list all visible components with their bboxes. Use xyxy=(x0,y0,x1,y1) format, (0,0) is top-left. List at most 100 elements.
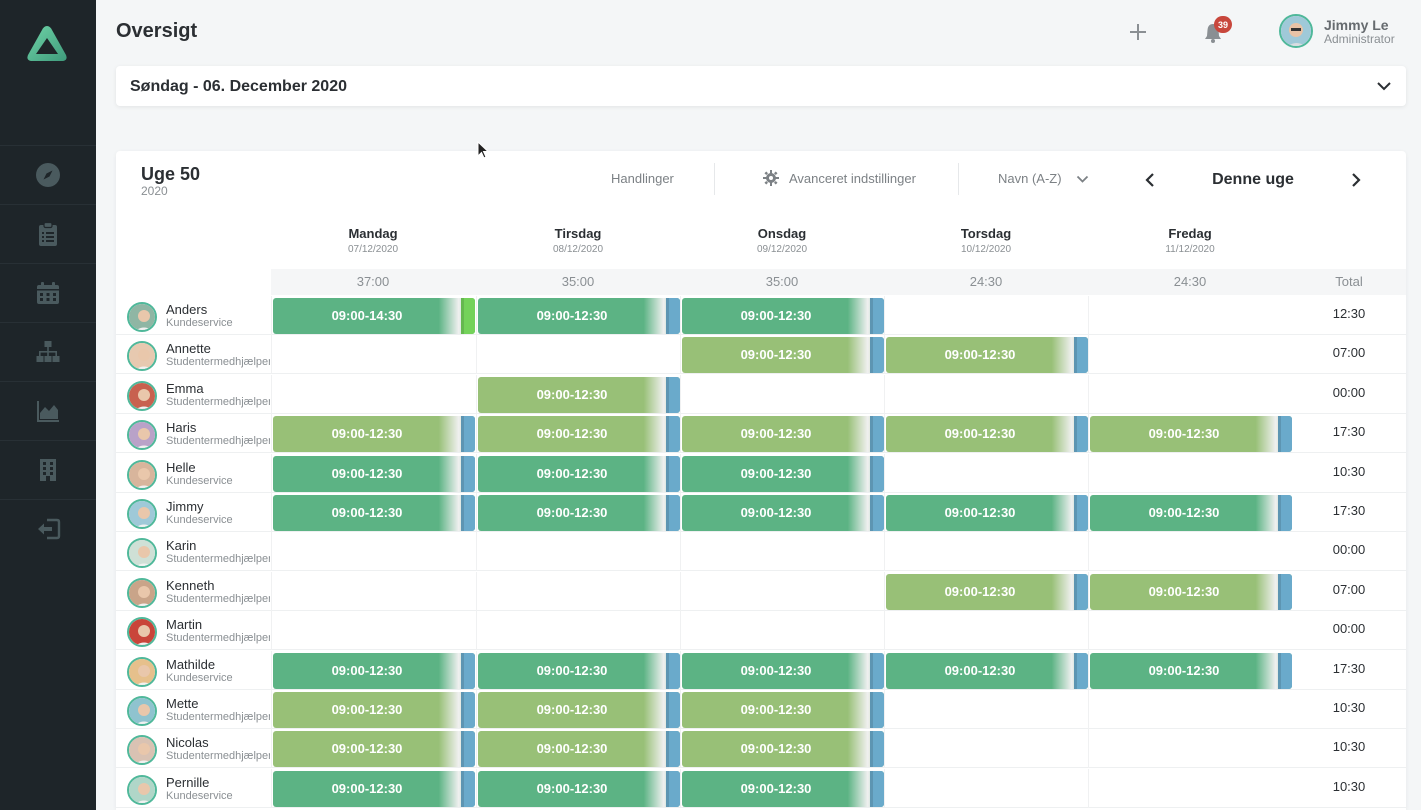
day-cell[interactable] xyxy=(271,571,475,611)
shift-block[interactable]: 09:00-12:30 xyxy=(478,416,680,453)
day-cell[interactable]: 09:00-12:30 xyxy=(884,335,1088,375)
shift-block[interactable]: 09:00-12:30 xyxy=(682,455,884,492)
day-cell[interactable] xyxy=(884,611,1088,651)
chevron-down-icon[interactable] xyxy=(1076,175,1089,184)
day-cell[interactable] xyxy=(884,768,1088,808)
nav-item-statistics[interactable] xyxy=(0,381,96,439)
shift-block[interactable]: 09:00-12:30 xyxy=(478,731,680,768)
nav-item-company[interactable] xyxy=(0,440,96,498)
employee-name[interactable]: Jimmy xyxy=(166,499,204,514)
shift-block[interactable]: 09:00-12:30 xyxy=(1090,652,1292,689)
day-cell[interactable] xyxy=(1088,453,1292,493)
employee-avatar[interactable] xyxy=(127,302,157,332)
day-cell[interactable]: 09:00-12:30 xyxy=(476,296,680,335)
day-cell[interactable]: 09:00-12:30 xyxy=(680,768,884,808)
day-cell[interactable]: 09:00-12:30 xyxy=(884,493,1088,532)
employee-avatar[interactable] xyxy=(127,380,157,411)
nav-item-compass[interactable] xyxy=(0,145,96,203)
shift-block[interactable]: 09:00-12:30 xyxy=(682,652,884,689)
day-cell[interactable] xyxy=(884,453,1088,493)
day-cell[interactable]: 09:00-12:30 xyxy=(680,296,884,335)
day-cell[interactable] xyxy=(271,374,475,414)
day-cell[interactable]: 09:00-12:30 xyxy=(476,690,680,729)
shift-block[interactable]: 09:00-12:30 xyxy=(682,770,884,807)
day-cell[interactable]: 09:00-12:30 xyxy=(884,414,1088,454)
employee-name[interactable]: Kenneth xyxy=(166,577,215,593)
employee-name[interactable]: Nicolas xyxy=(166,735,209,751)
shift-block[interactable]: 09:00-12:30 xyxy=(886,652,1088,689)
day-cell[interactable]: 09:00-12:30 xyxy=(476,768,680,808)
day-cell[interactable]: 09:00-12:30 xyxy=(476,374,680,414)
nav-item-clipboard[interactable] xyxy=(0,204,96,262)
shift-block[interactable]: 09:00-12:30 xyxy=(682,298,884,334)
day-cell[interactable] xyxy=(884,532,1088,572)
day-cell[interactable]: 09:00-12:30 xyxy=(1088,414,1292,454)
shift-block[interactable]: 09:00-12:30 xyxy=(886,573,1088,610)
day-cell[interactable] xyxy=(476,532,680,572)
day-cell[interactable] xyxy=(680,571,884,611)
day-cell[interactable]: 09:00-12:30 xyxy=(476,414,680,454)
day-cell[interactable]: 09:00-12:30 xyxy=(271,453,475,493)
nav-item-calendar[interactable] xyxy=(0,263,96,321)
day-cell[interactable] xyxy=(271,532,475,572)
employee-name[interactable]: Helle xyxy=(166,459,196,475)
sort-select[interactable]: Navn (A-Z) xyxy=(998,171,1062,186)
shift-block[interactable]: 09:00-12:30 xyxy=(273,495,475,531)
chevron-right-icon[interactable] xyxy=(1349,172,1363,188)
day-cell[interactable]: 09:00-12:30 xyxy=(271,650,475,690)
shift-block[interactable]: 09:00-12:30 xyxy=(273,731,475,768)
gear-icon[interactable] xyxy=(763,170,779,186)
day-cell[interactable] xyxy=(884,690,1088,729)
day-cell[interactable] xyxy=(1088,296,1292,335)
day-cell[interactable] xyxy=(884,729,1088,769)
shift-block[interactable]: 09:00-12:30 xyxy=(273,770,475,807)
shift-block[interactable]: 09:00-12:30 xyxy=(1090,573,1292,610)
day-cell[interactable] xyxy=(1088,335,1292,375)
employee-avatar[interactable] xyxy=(127,617,157,648)
shift-block[interactable]: 09:00-12:30 xyxy=(682,731,884,768)
shift-block[interactable]: 09:00-12:30 xyxy=(886,416,1088,453)
day-cell[interactable]: 09:00-12:30 xyxy=(271,414,475,454)
day-cell[interactable]: 09:00-12:30 xyxy=(680,414,884,454)
shift-block[interactable]: 09:00-12:30 xyxy=(682,495,884,531)
day-cell[interactable] xyxy=(1088,768,1292,808)
employee-avatar[interactable] xyxy=(127,420,157,451)
user-avatar[interactable] xyxy=(1279,14,1313,48)
employee-avatar[interactable] xyxy=(127,696,157,726)
employee-name[interactable]: Pernille xyxy=(166,774,210,790)
chevron-down-icon[interactable] xyxy=(1376,79,1392,93)
shift-block[interactable]: 09:00-12:30 xyxy=(682,337,884,374)
day-cell[interactable] xyxy=(884,374,1088,414)
shift-block[interactable]: 09:00-12:30 xyxy=(1090,416,1292,453)
employee-name[interactable]: Haris xyxy=(166,420,197,436)
add-icon[interactable] xyxy=(1126,20,1150,44)
employee-avatar[interactable] xyxy=(127,499,157,529)
employee-avatar[interactable] xyxy=(127,459,157,490)
chevron-left-icon[interactable] xyxy=(1143,172,1157,188)
day-cell[interactable]: 09:00-12:30 xyxy=(271,690,475,729)
employee-name[interactable]: Karin xyxy=(166,538,197,554)
employee-name[interactable]: Mathilde xyxy=(166,656,216,672)
day-cell[interactable] xyxy=(271,611,475,651)
day-cell[interactable]: 09:00-12:30 xyxy=(884,650,1088,690)
shift-block[interactable]: 09:00-12:30 xyxy=(478,495,680,531)
employee-name[interactable]: Mette xyxy=(166,696,199,711)
shift-block[interactable]: 09:00-12:30 xyxy=(478,652,680,689)
day-cell[interactable]: 09:00-12:30 xyxy=(271,768,475,808)
shift-block[interactable]: 09:00-12:30 xyxy=(273,692,475,728)
shift-block[interactable]: 09:00-12:30 xyxy=(478,298,680,334)
day-cell[interactable]: 09:00-12:30 xyxy=(680,335,884,375)
shift-block[interactable]: 09:00-12:30 xyxy=(273,416,475,453)
actions-button[interactable]: Handlinger xyxy=(611,171,674,186)
shift-block[interactable]: 09:00-12:30 xyxy=(682,416,884,453)
employee-avatar[interactable] xyxy=(127,774,157,805)
day-cell[interactable]: 09:00-12:30 xyxy=(476,453,680,493)
day-cell[interactable]: 09:00-12:30 xyxy=(884,571,1088,611)
shift-block[interactable]: 09:00-12:30 xyxy=(478,455,680,492)
shift-block[interactable]: 09:00-12:30 xyxy=(273,652,475,689)
employee-avatar[interactable] xyxy=(127,341,157,372)
day-cell[interactable]: 09:00-12:30 xyxy=(271,493,475,532)
day-cell[interactable]: 09:00-12:30 xyxy=(1088,493,1292,532)
shift-block[interactable]: 09:00-12:30 xyxy=(1090,495,1292,531)
employee-name[interactable]: Annette xyxy=(166,341,211,357)
